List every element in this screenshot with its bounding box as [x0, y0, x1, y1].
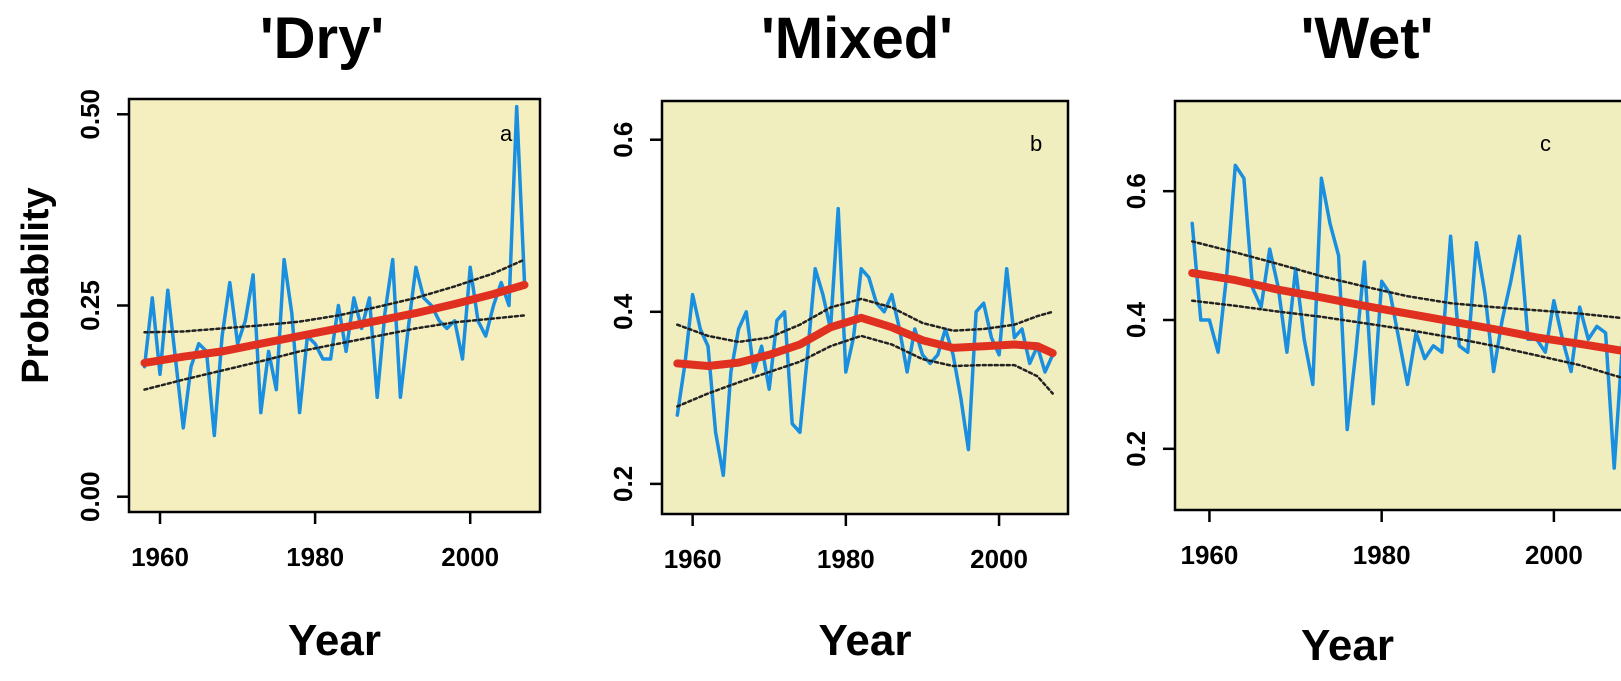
trend-line-a [140, 280, 529, 367]
plot-background-c [1175, 101, 1621, 510]
plot-background-a [129, 99, 540, 512]
trend-line-b [673, 313, 1057, 370]
x-tick-label-1980: 1980 [1353, 540, 1411, 570]
panel-letter-b: b [1030, 131, 1042, 156]
y-tick-label-0.2: 0.2 [1121, 431, 1151, 467]
y-tick-label-0.2: 0.2 [608, 466, 638, 502]
x-tick-label-1980: 1980 [817, 544, 875, 574]
annual-line-b [675, 206, 1055, 478]
x-tick-label-1960: 1960 [1181, 540, 1239, 570]
x-axis-label-c: Year [1301, 621, 1394, 670]
lower-bound-line-a [143, 314, 526, 391]
x-axis-label-b: Year [819, 616, 912, 665]
panel-letter-c: c [1540, 131, 1551, 156]
y-tick-label-0.4: 0.4 [608, 293, 638, 330]
x-tick-label-1960: 1960 [131, 542, 189, 572]
y-tick-label-0.25: 0.25 [75, 280, 105, 331]
upper-bound-line-c [1190, 240, 1621, 320]
upper-bound-line-b [676, 297, 1054, 344]
plot-frame-c [1173, 99, 1621, 512]
x-tick-label-1980: 1980 [286, 542, 344, 572]
y-tick-label-0.50: 0.50 [75, 89, 105, 140]
lower-bound-line-b [676, 334, 1054, 408]
x-axis-label-a: Year [288, 616, 381, 665]
trend-line-c [1188, 269, 1621, 355]
y-tick-label-0.6: 0.6 [1121, 173, 1151, 209]
panel-title-b: 'Mixed' [761, 6, 953, 71]
lower-bound-line-c [1190, 299, 1621, 379]
plot-frame-b [660, 99, 1070, 516]
panel-title-a: 'Dry' [260, 6, 384, 71]
y-axis-label: Probability [15, 187, 57, 383]
panel-title-c: 'Wet' [1301, 6, 1434, 71]
y-tick-label-0.6: 0.6 [608, 122, 638, 158]
upper-bound-line-a [143, 258, 526, 334]
plot-background-b [662, 101, 1068, 514]
x-tick-label-2000: 2000 [1525, 540, 1583, 570]
x-tick-label-2000: 2000 [970, 544, 1028, 574]
y-tick-label-0.4: 0.4 [1121, 301, 1151, 338]
x-tick-label-1960: 1960 [664, 544, 722, 574]
panel-letter-a: a [500, 121, 513, 146]
x-tick-label-2000: 2000 [441, 542, 499, 572]
y-tick-label-0.00: 0.00 [75, 471, 105, 522]
